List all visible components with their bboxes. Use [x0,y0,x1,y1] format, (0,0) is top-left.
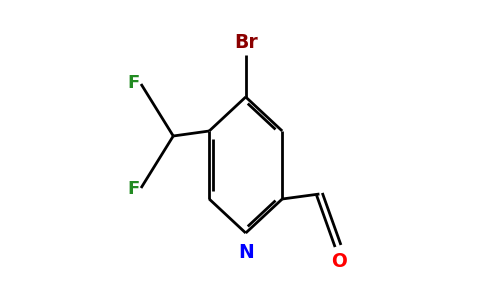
Text: O: O [332,252,348,271]
Text: F: F [127,74,140,92]
Text: N: N [238,244,254,262]
Text: F: F [127,181,140,199]
Text: Br: Br [234,33,257,52]
